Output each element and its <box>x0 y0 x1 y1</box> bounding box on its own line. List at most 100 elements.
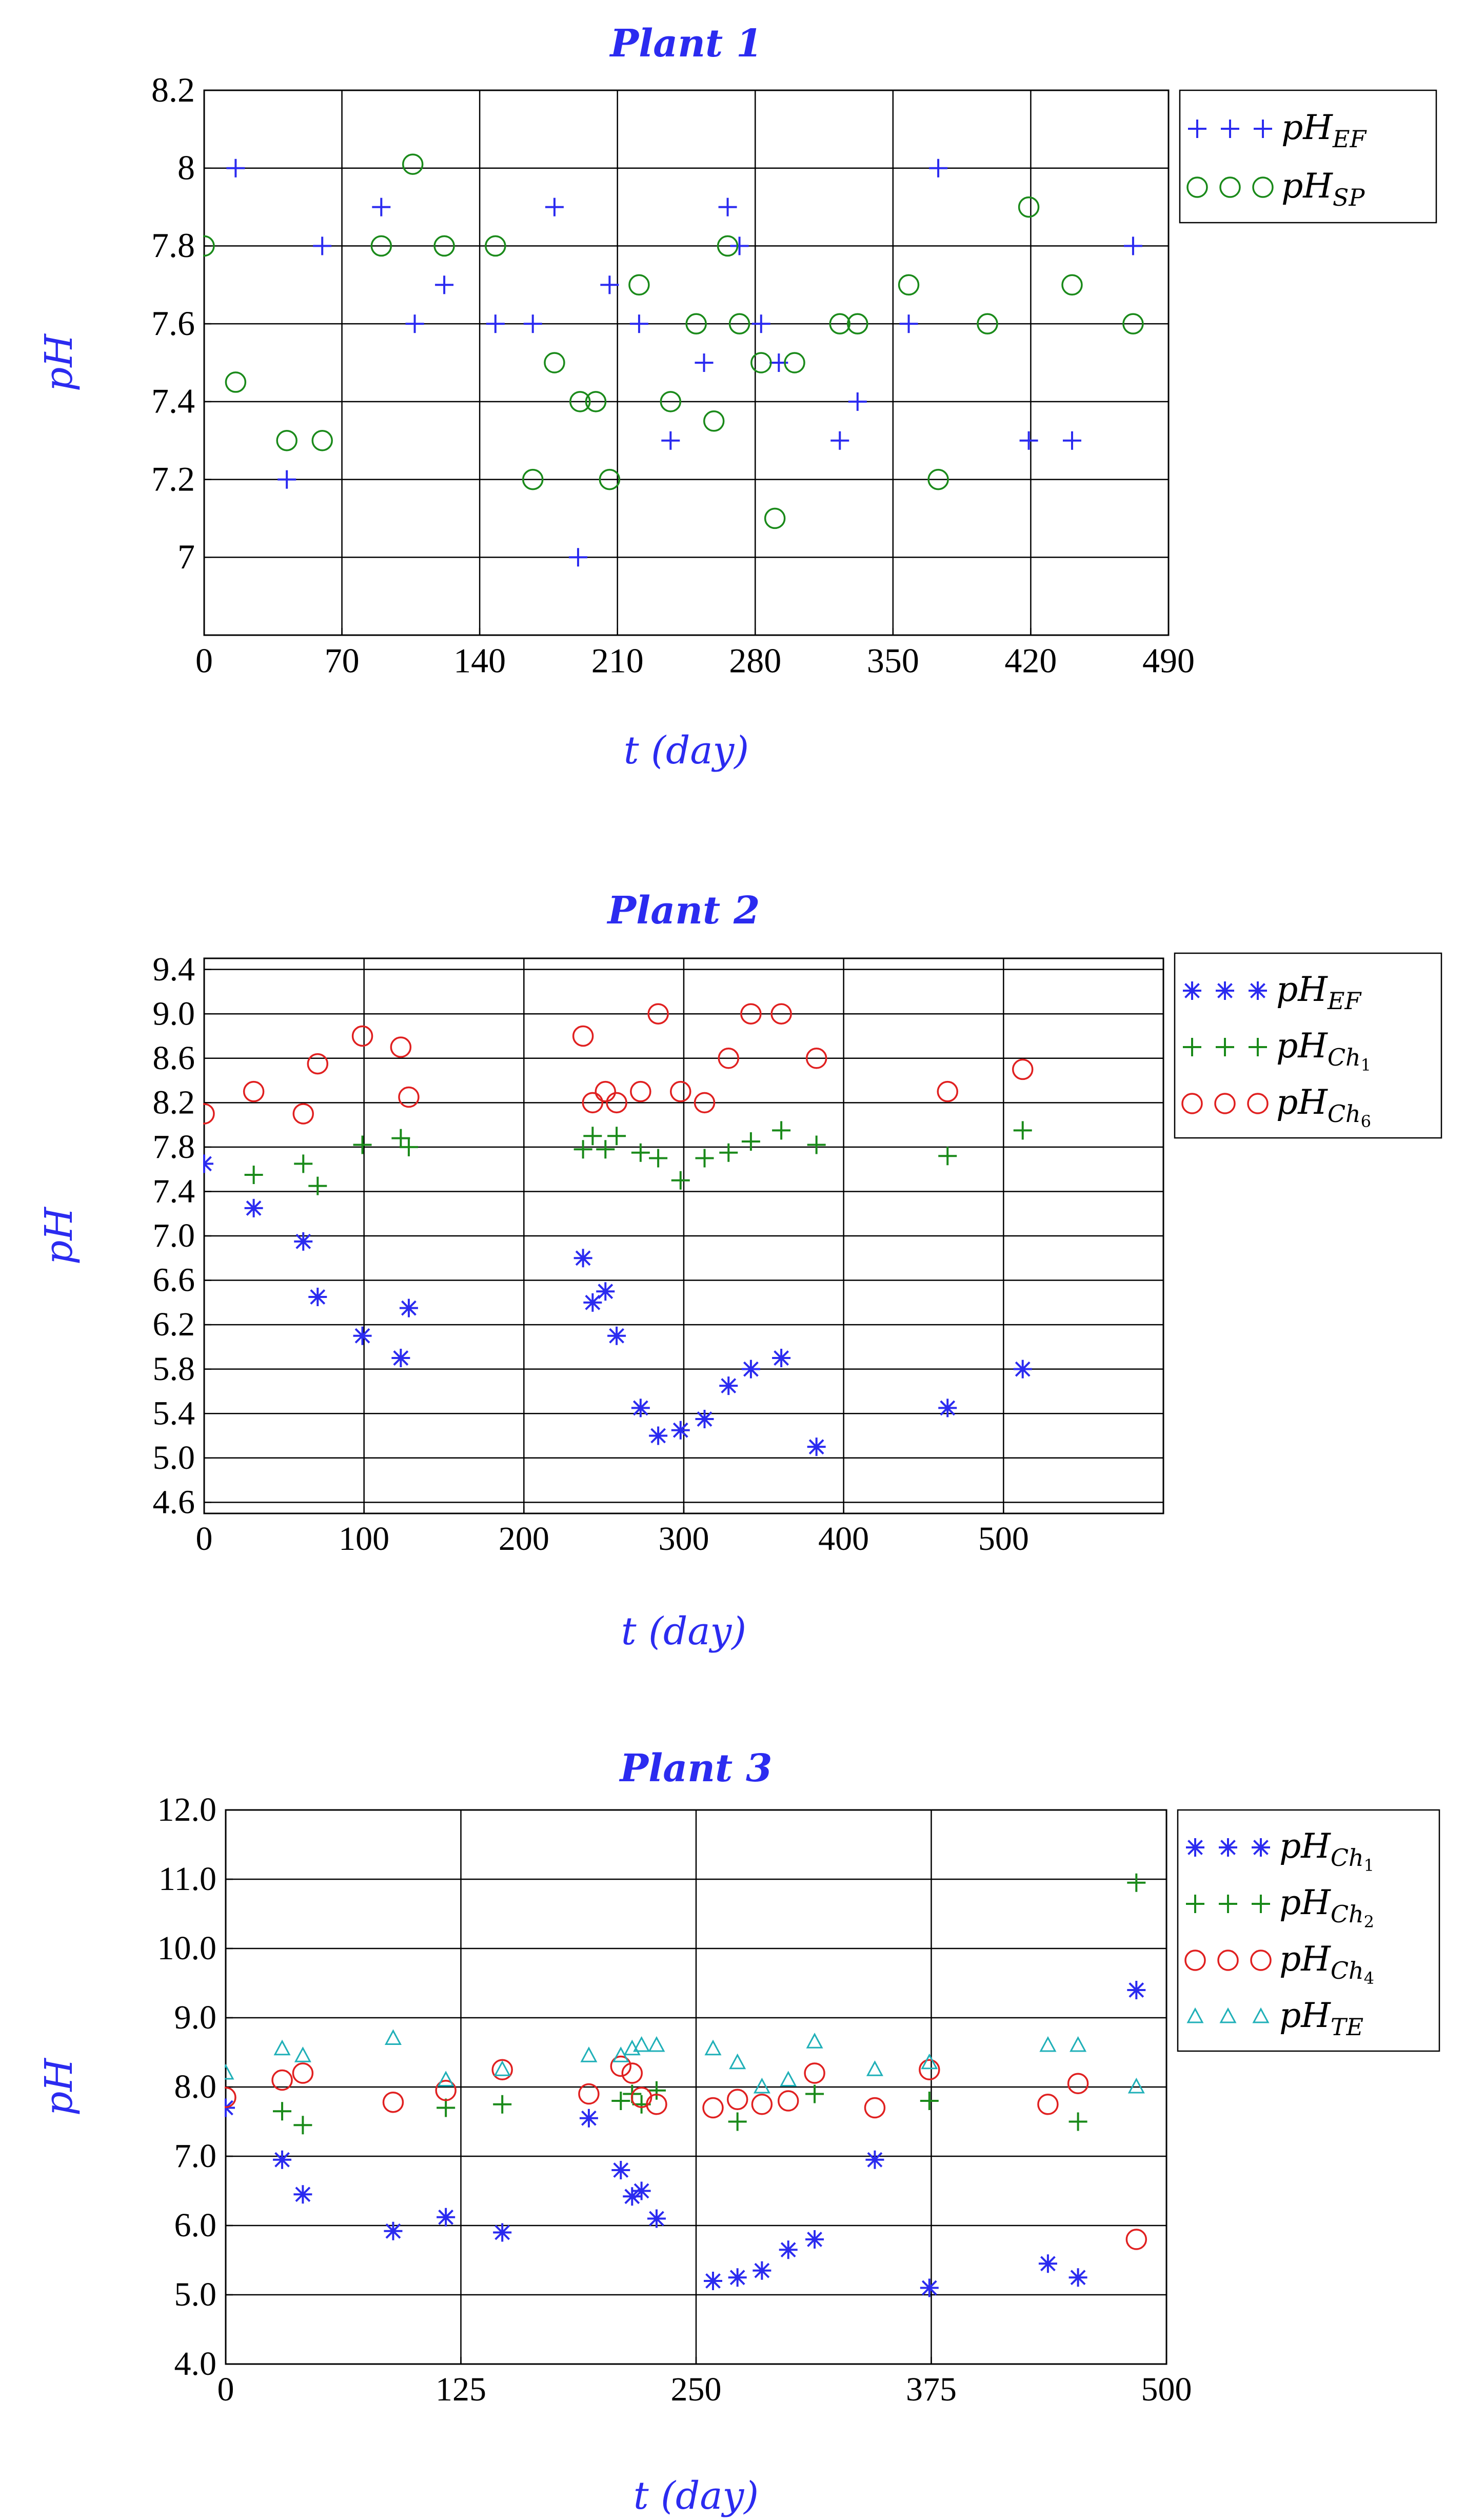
data-point <box>898 274 920 296</box>
data-point <box>751 2094 773 2115</box>
data-point <box>661 431 680 450</box>
x-tick-label: 210 <box>591 641 644 680</box>
data-point <box>606 1092 627 1114</box>
legend-label: pHCh6 <box>1276 1082 1371 1131</box>
data-point <box>596 1282 615 1301</box>
data-point <box>649 1149 668 1168</box>
data-point <box>671 1421 690 1440</box>
data-point <box>649 1426 668 1445</box>
data-point <box>1122 313 1144 334</box>
legend-marker <box>1252 2007 1270 2023</box>
data-point <box>382 2091 404 2113</box>
data-point <box>866 2060 883 2076</box>
data-point <box>572 1025 594 1047</box>
y-tick-label: 8.2 <box>151 70 195 109</box>
data-point <box>685 313 707 334</box>
data-point <box>829 313 851 334</box>
data-point <box>599 468 621 490</box>
data-point <box>631 1399 650 1418</box>
data-point <box>719 1143 738 1162</box>
data-point <box>607 1127 626 1146</box>
data-point <box>203 235 215 257</box>
data-point <box>243 1080 265 1102</box>
series-pH_SP <box>203 153 1144 529</box>
data-point <box>631 1143 650 1162</box>
data-point <box>568 548 587 567</box>
data-point <box>628 274 650 296</box>
y-tick-label: 4.0 <box>174 2345 217 2383</box>
data-point <box>937 1080 958 1102</box>
data-point <box>633 2036 650 2052</box>
y-tick-label: 7.4 <box>151 382 195 421</box>
legend-marker <box>1250 1950 1272 1971</box>
data-point <box>433 235 455 257</box>
grid <box>226 1810 1166 2364</box>
series-pH_EF <box>203 1154 1032 1456</box>
data-point <box>647 2081 666 2100</box>
data-point <box>777 2090 799 2112</box>
x-tick-label: 100 <box>339 1520 389 1558</box>
data-point <box>1070 2036 1087 2052</box>
data-point <box>703 410 725 432</box>
data-point <box>391 1129 410 1148</box>
ticks: 0 100 200 300 400 500 4.6 5.0 5.4 5.8 6.2 6.6 7.0 7.4… <box>153 951 1029 1558</box>
legend-marker <box>1183 981 1201 1000</box>
legend-label: pHEF <box>1281 108 1367 153</box>
data-point <box>772 1349 791 1368</box>
data-point <box>544 352 565 373</box>
x-tick-label: 500 <box>978 1520 1029 1558</box>
data-point <box>573 1140 592 1159</box>
data-point <box>308 1288 327 1307</box>
data-point <box>1019 431 1038 450</box>
data-point <box>938 1147 957 1166</box>
data-point <box>493 2223 512 2242</box>
legend-marker <box>1247 1093 1269 1114</box>
data-point <box>805 2084 824 2103</box>
x-tick-label: 125 <box>435 2371 486 2408</box>
data-point <box>740 1003 762 1025</box>
data-point <box>784 352 805 373</box>
data-point <box>718 1048 740 1069</box>
data-point <box>621 2062 643 2084</box>
x-tick-label: 0 <box>195 641 213 680</box>
data-point <box>273 2102 292 2121</box>
data-point <box>1018 196 1040 218</box>
legend-marker <box>1219 2007 1237 2023</box>
y-tick-label: 5.8 <box>153 1350 195 1388</box>
data-point <box>623 2187 642 2206</box>
y-tick-label: 7.2 <box>151 459 195 498</box>
data-point <box>1067 2073 1089 2094</box>
data-point <box>611 2092 630 2110</box>
legend-marker <box>1216 981 1234 1000</box>
data-point <box>353 1326 372 1345</box>
legend-marker <box>1186 2007 1204 2023</box>
data-point <box>695 353 714 372</box>
y-tick-label: 5.0 <box>153 1439 195 1476</box>
data-point <box>1061 274 1083 296</box>
data-point <box>805 2230 824 2249</box>
data-point <box>772 1121 791 1140</box>
data-point <box>293 2116 312 2135</box>
chart-title: Plant 2 <box>607 889 760 933</box>
data-point <box>1013 1360 1032 1379</box>
legend: pHEF pHCh1 pHCh6 <box>1174 952 1442 1139</box>
data-point <box>629 314 648 333</box>
y-axis-label: pH <box>37 1207 81 1265</box>
data-point <box>294 1232 313 1251</box>
data-point <box>694 1092 716 1114</box>
x-tick-label: 400 <box>818 1520 869 1558</box>
data-point <box>485 235 506 257</box>
grid <box>204 90 1169 635</box>
data-point <box>728 2112 747 2131</box>
y-tick-label: 7.8 <box>151 226 195 265</box>
data-point <box>573 1249 592 1268</box>
data-point <box>607 1326 626 1345</box>
legend-label: pHCh4 <box>1279 1939 1374 1988</box>
y-tick-label: 7.0 <box>174 2137 217 2175</box>
data-point <box>226 159 245 178</box>
data-point <box>610 2055 632 2077</box>
data-point <box>225 2063 234 2080</box>
data-point <box>435 2080 457 2101</box>
data-point <box>779 2240 798 2259</box>
plot-frame <box>203 89 1170 636</box>
